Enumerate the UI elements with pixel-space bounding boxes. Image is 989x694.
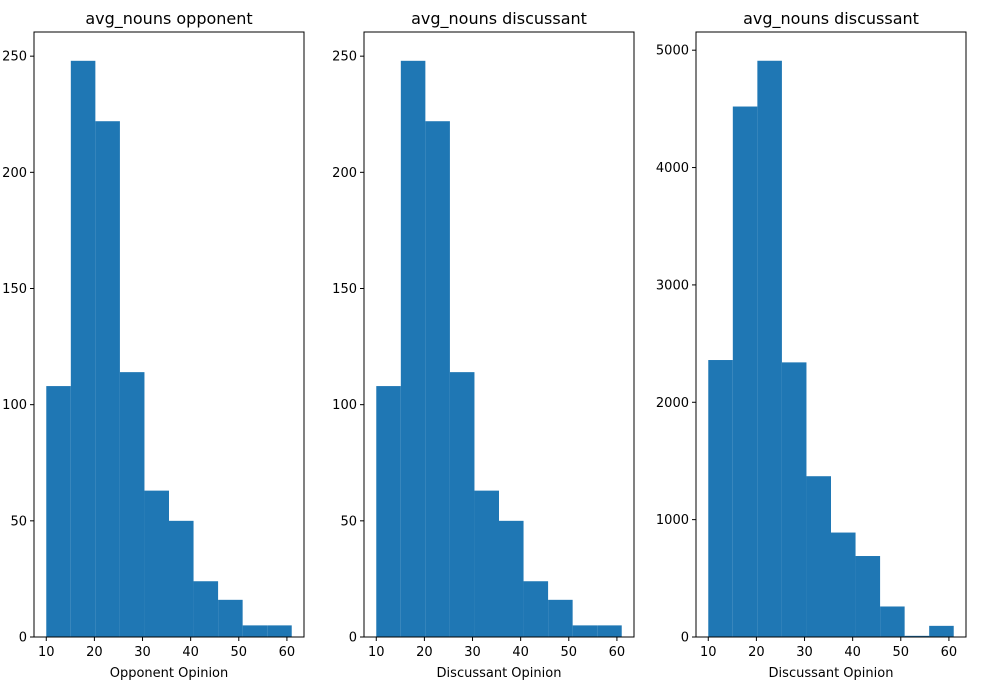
- y-tick-label: 0: [349, 631, 357, 646]
- y-tick-label: 0: [19, 631, 27, 646]
- y-ticks-group: 0 50 100 150 200 250: [332, 50, 364, 646]
- y-tick-label: 150: [2, 282, 27, 297]
- histogram-bar: [597, 625, 622, 637]
- x-tick-label: 50: [893, 645, 910, 660]
- y-ticks-group: 0 1000 2000 3000 4000 5000: [656, 44, 696, 646]
- histogram-bar: [169, 520, 194, 637]
- axes-frame: [695, 31, 967, 638]
- axes-frame: [33, 31, 305, 638]
- histogram-bar: [70, 60, 96, 638]
- x-tick-label: 30: [134, 645, 151, 660]
- x-tick-label: 20: [748, 645, 765, 660]
- histogram-bar: [732, 106, 758, 638]
- x-tick-label: 50: [231, 645, 248, 660]
- y-tick-label: 2000: [656, 396, 689, 411]
- histogram-bar: [831, 532, 856, 637]
- y-ticks-group: 0 50 100 150 200 250: [2, 50, 34, 646]
- x-tick-label: 60: [279, 645, 296, 660]
- histogram-bar: [523, 581, 549, 637]
- x-tick-label: 60: [941, 645, 958, 660]
- x-tick-label: 10: [700, 645, 717, 660]
- panel-discussant-1: 0 50 100 150 200 250 10 20 30 40 50 60 avg_nouns d…: [332, 9, 635, 681]
- y-tick-label: 3000: [656, 278, 689, 293]
- histogram-bar: [144, 490, 169, 637]
- histogram-bar: [95, 121, 120, 637]
- panel-opponent: 0 50 100 150 200 250 10 20 30 40 50 60 avg_nouns o…: [2, 9, 305, 681]
- x-ticks-group: 10 20 30 40 50 60: [368, 637, 625, 660]
- chart-title: avg_nouns opponent: [85, 9, 252, 29]
- x-tick-label: 40: [512, 645, 529, 660]
- histogram-bar: [880, 606, 905, 637]
- histogram-bar: [267, 625, 292, 637]
- y-tick-label: 200: [332, 166, 357, 181]
- histogram-bar: [46, 386, 71, 637]
- x-tick-label: 60: [609, 645, 626, 660]
- histogram-bar: [929, 625, 954, 637]
- y-tick-label: 150: [332, 282, 357, 297]
- y-tick-label: 250: [332, 50, 357, 65]
- axes-frame: [363, 31, 635, 638]
- bars-group: [376, 60, 622, 638]
- y-tick-label: 1000: [656, 513, 689, 528]
- panel-discussant-2: 0 1000 2000 3000 4000 5000 10 20 30 40 50 60 avg_n…: [656, 9, 967, 681]
- x-tick-label: 50: [561, 645, 578, 660]
- y-tick-label: 100: [2, 398, 27, 413]
- y-tick-label: 50: [340, 514, 357, 529]
- y-tick-label: 4000: [656, 161, 689, 176]
- histogram-bar: [242, 625, 268, 637]
- x-tick-label: 40: [182, 645, 199, 660]
- histogram-bar: [119, 372, 145, 637]
- x-tick-label: 30: [464, 645, 481, 660]
- histogram-bar: [218, 599, 243, 637]
- histogram-bar: [806, 476, 831, 637]
- histogram-bar: [855, 556, 881, 637]
- histogram-bar: [425, 121, 450, 637]
- histogram-bar: [193, 581, 219, 637]
- histogram-bar: [708, 360, 733, 637]
- x-tick-label: 30: [796, 645, 813, 660]
- histogram-bar: [474, 490, 499, 637]
- chart-title: avg_nouns discussant: [411, 9, 587, 29]
- chart-title: avg_nouns discussant: [743, 9, 919, 29]
- bars-group: [708, 60, 954, 638]
- y-tick-label: 5000: [656, 44, 689, 59]
- histogram-bar: [376, 386, 401, 637]
- x-tick-label: 10: [38, 645, 55, 660]
- x-axis-label: Discussant Opinion: [769, 666, 894, 681]
- bars-group: [46, 60, 292, 638]
- x-axis-label: Opponent Opinion: [110, 666, 229, 681]
- histogram-bar: [572, 625, 598, 637]
- y-tick-label: 100: [332, 398, 357, 413]
- histogram-bar: [449, 372, 475, 637]
- histogram-bar: [499, 520, 524, 637]
- x-tick-label: 20: [86, 645, 103, 660]
- y-tick-label: 200: [2, 166, 27, 181]
- y-tick-label: 50: [10, 514, 27, 529]
- histogram-bar: [904, 635, 930, 637]
- y-tick-label: 250: [2, 50, 27, 65]
- histogram-bar: [781, 362, 807, 637]
- x-ticks-group: 10 20 30 40 50 60: [38, 637, 295, 660]
- x-ticks-group: 10 20 30 40 50 60: [700, 637, 957, 660]
- x-tick-label: 10: [368, 645, 385, 660]
- x-tick-label: 40: [844, 645, 861, 660]
- y-tick-label: 0: [681, 631, 689, 646]
- histogram-bar: [400, 60, 426, 638]
- histogram-bar: [757, 60, 782, 637]
- x-axis-label: Discussant Opinion: [437, 666, 562, 681]
- histogram-bar: [548, 599, 573, 637]
- x-tick-label: 20: [416, 645, 433, 660]
